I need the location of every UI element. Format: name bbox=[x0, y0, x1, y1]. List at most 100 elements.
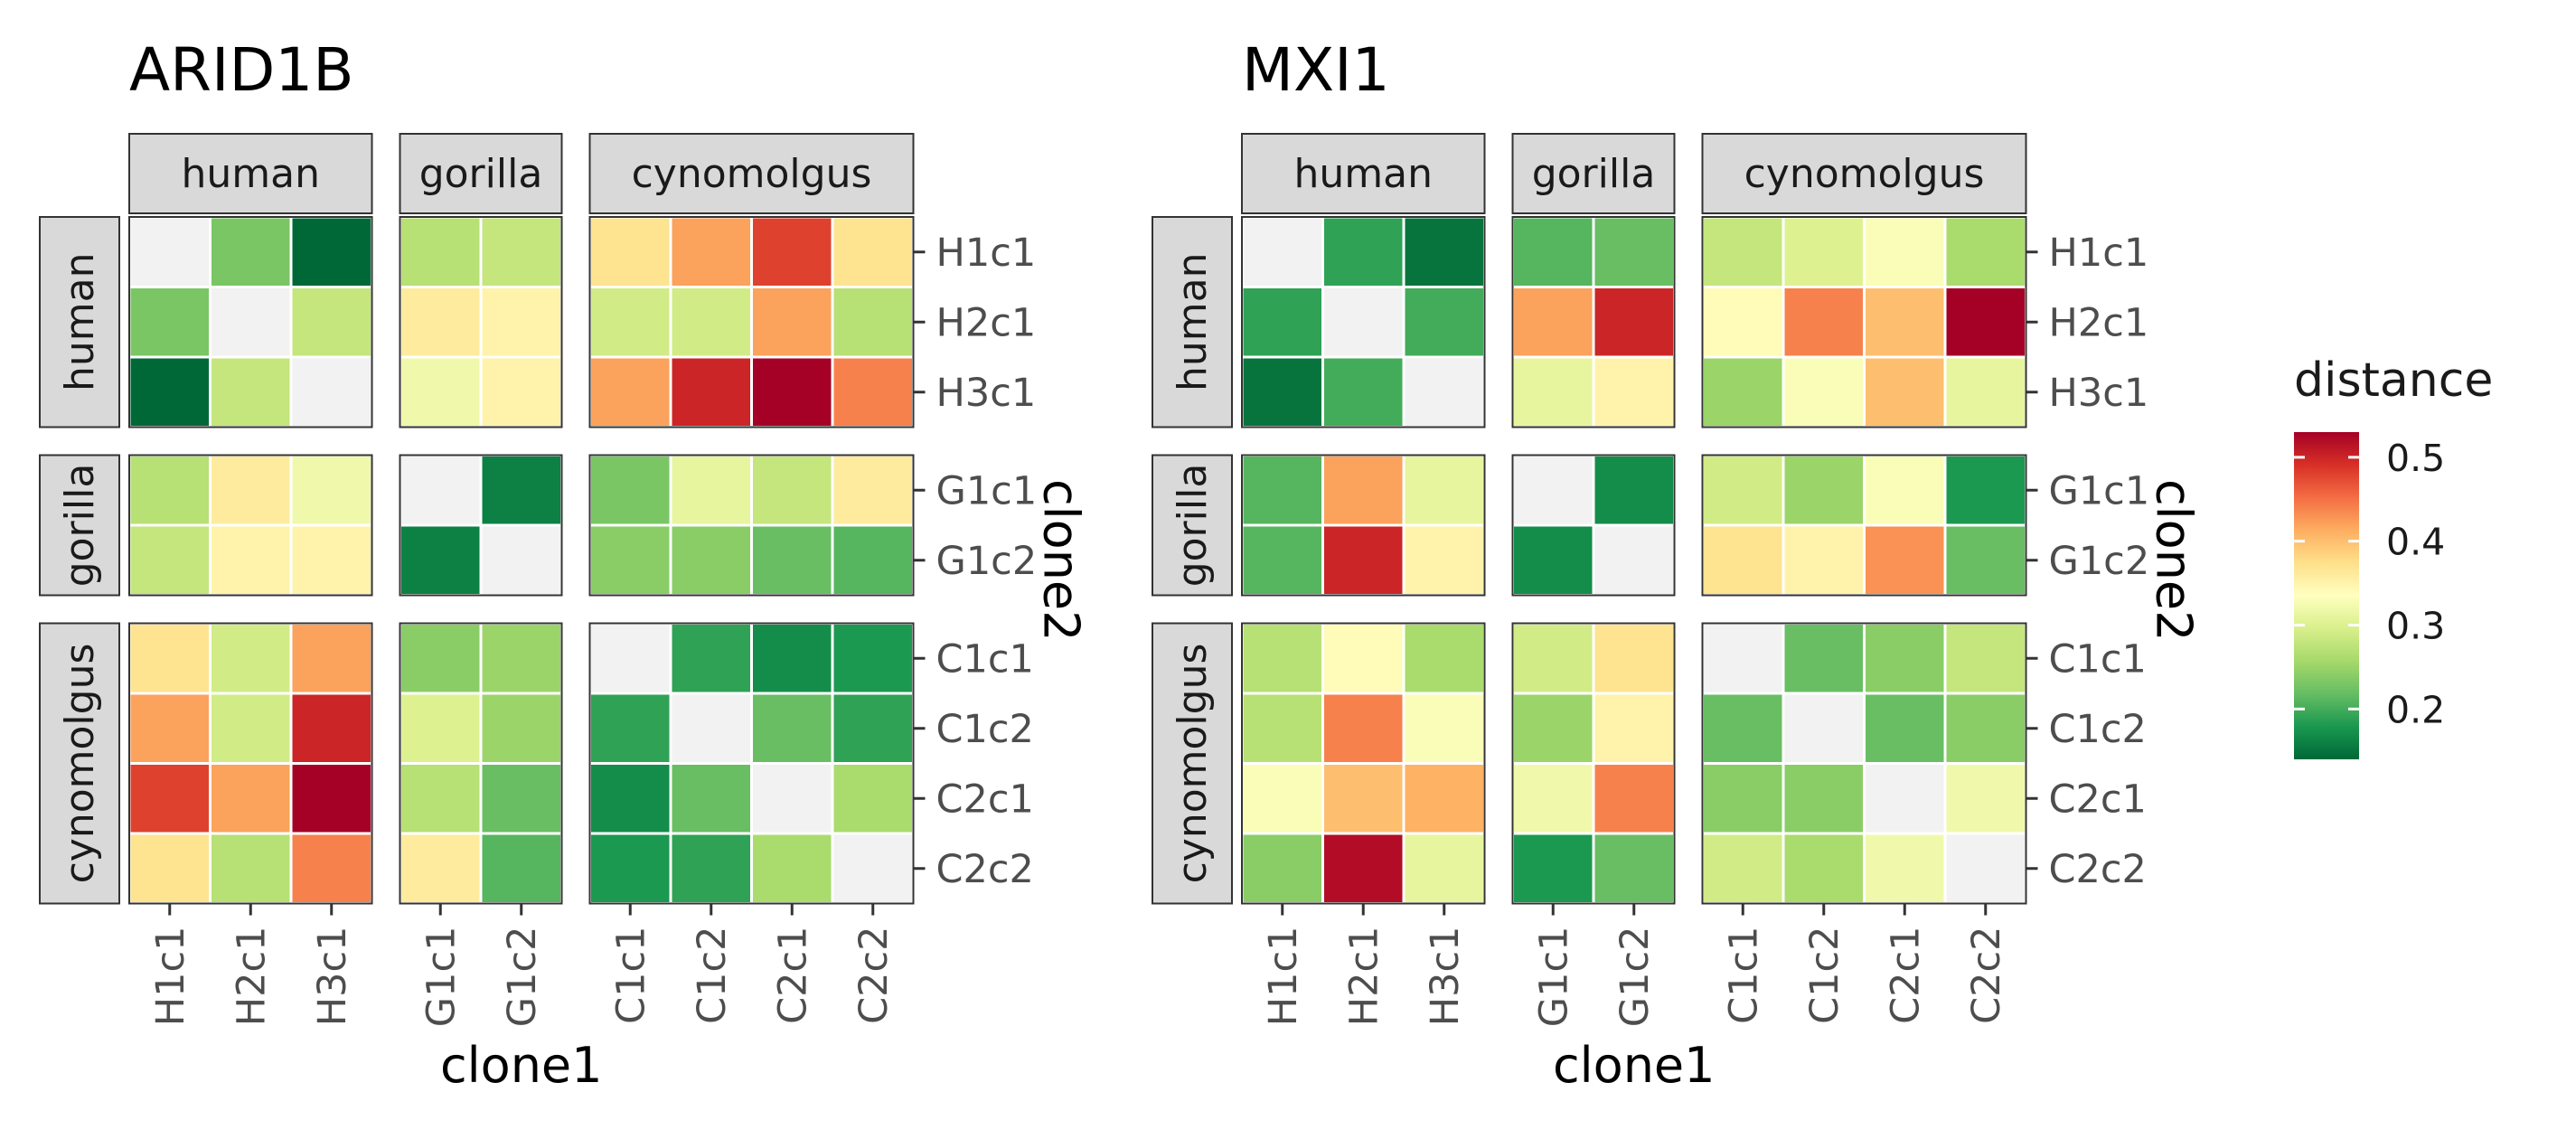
heatmap-cell bbox=[1511, 355, 1595, 428]
panel-border bbox=[1241, 454, 1486, 597]
panel-border bbox=[399, 454, 563, 597]
heatmap-cell bbox=[1701, 215, 1785, 288]
heatmap-cell bbox=[289, 523, 373, 597]
x-tick-label: C1c1 bbox=[608, 927, 653, 1024]
heatmap-cell bbox=[127, 355, 212, 428]
facet-label-row: human bbox=[57, 253, 103, 391]
heatmap-cell-diagonal bbox=[479, 523, 563, 597]
facet-label-column: cynomolgus bbox=[632, 151, 872, 197]
x-tick-label: H1c1 bbox=[148, 927, 193, 1027]
heatmap-cell bbox=[1592, 454, 1676, 527]
y-tick-label: H2c1 bbox=[936, 300, 1037, 345]
y-tick-label: H3c1 bbox=[936, 371, 1037, 416]
heatmap-mxi1: MXI1 human gorilla cynomolgus human gorilla cy… bbox=[1152, 35, 2203, 1094]
facet-strip-column bbox=[1511, 133, 1676, 214]
heatmap-cell bbox=[127, 454, 212, 527]
y-tick-label: C2c1 bbox=[2049, 777, 2147, 822]
heatmap-cell bbox=[1240, 762, 1324, 835]
heatmap-cell bbox=[1863, 622, 1947, 695]
heatmap-cell-diagonal bbox=[1511, 454, 1595, 527]
heatmap-cell bbox=[1782, 286, 1866, 359]
y-tick-label: H1c1 bbox=[2049, 231, 2149, 276]
heatmap-cell bbox=[588, 762, 672, 835]
heatmap-cell bbox=[1240, 355, 1324, 428]
heatmap-cell bbox=[289, 622, 373, 695]
heatmap-cell bbox=[1321, 355, 1406, 428]
facet-strip-column bbox=[399, 133, 563, 214]
heatmap-cell bbox=[1511, 215, 1595, 288]
x-tick-label: G1c1 bbox=[418, 927, 464, 1028]
heatmap-cell bbox=[479, 762, 563, 835]
y-axis-title: clone2 bbox=[2146, 479, 2203, 642]
panel-border bbox=[1701, 622, 2027, 905]
heatmap-cell bbox=[127, 286, 212, 359]
x-tick-label: G1c1 bbox=[1531, 927, 1576, 1028]
heatmap-cell bbox=[399, 762, 483, 835]
heatmap-cell bbox=[1863, 454, 1947, 527]
heatmap-cell bbox=[209, 215, 293, 288]
heatmap-cell bbox=[399, 215, 483, 288]
heatmap-cell bbox=[1863, 286, 1947, 359]
heatmap-cell bbox=[1701, 355, 1785, 428]
panel-border bbox=[128, 454, 373, 597]
y-tick-label: C1c2 bbox=[936, 707, 1034, 752]
x-tick-label: H1c1 bbox=[1261, 927, 1306, 1027]
facet-strip-column bbox=[128, 133, 373, 214]
heatmap-cell bbox=[1321, 832, 1406, 905]
heatmap-cell-diagonal bbox=[1240, 215, 1324, 288]
heatmap-cell-diagonal bbox=[1402, 355, 1486, 428]
heatmap-cell bbox=[669, 832, 753, 905]
heatmap-cell bbox=[289, 286, 373, 359]
heatmap-cell-diagonal bbox=[127, 215, 212, 288]
heatmap-cell bbox=[1863, 692, 1947, 765]
heatmap-cell-diagonal bbox=[831, 832, 915, 905]
heatmap-cell bbox=[750, 622, 834, 695]
heatmap-cell bbox=[1321, 215, 1406, 288]
heatmap-cell bbox=[1511, 523, 1595, 597]
heatmap-cell-diagonal bbox=[750, 762, 834, 835]
y-tick-label: C2c2 bbox=[936, 847, 1034, 892]
heatmap-cell bbox=[588, 286, 672, 359]
y-tick-label: H1c1 bbox=[936, 231, 1037, 276]
heatmap-cell bbox=[479, 286, 563, 359]
heatmap-arid1b: ARID1B human gorilla cynomolgus human gorilla… bbox=[39, 35, 1090, 1094]
heatmap-cell bbox=[1782, 762, 1866, 835]
y-tick-label: C1c2 bbox=[2049, 707, 2147, 752]
heatmap-cell bbox=[750, 454, 834, 527]
facet-strip-row bbox=[39, 454, 120, 597]
x-tick-label: G1c2 bbox=[1612, 927, 1658, 1028]
x-tick-label: C2c2 bbox=[1964, 927, 2009, 1024]
heatmap-cell bbox=[1782, 454, 1866, 527]
chart-title: MXI1 bbox=[1242, 35, 1390, 105]
heatmap-cell bbox=[479, 454, 563, 527]
x-tick-label: C1c2 bbox=[1802, 927, 1847, 1024]
heatmap-cell bbox=[1240, 454, 1324, 527]
heatmap-cell bbox=[1511, 762, 1595, 835]
heatmap-cell-diagonal bbox=[1943, 832, 2027, 905]
heatmap-cell bbox=[289, 832, 373, 905]
heatmap-cell bbox=[831, 286, 915, 359]
heatmap-cell bbox=[1402, 762, 1486, 835]
panel-border bbox=[588, 622, 915, 905]
heatmap-cell bbox=[1943, 355, 2027, 428]
heatmap-cell bbox=[1701, 692, 1785, 765]
heatmap-cell bbox=[1943, 215, 2027, 288]
heatmap-cell bbox=[1402, 454, 1486, 527]
heatmap-cell bbox=[750, 692, 834, 765]
heatmap-cell bbox=[1240, 286, 1324, 359]
legend-tick-label: 0.4 bbox=[2386, 521, 2445, 564]
heatmap-cell bbox=[588, 454, 672, 527]
heatmap-cell bbox=[127, 832, 212, 905]
x-tick-label: H2c1 bbox=[1341, 927, 1387, 1027]
heatmap-cell bbox=[750, 355, 834, 428]
heatmap-cell bbox=[1943, 523, 2027, 597]
heatmap-cell bbox=[399, 286, 483, 359]
heatmap-cell bbox=[127, 692, 212, 765]
heatmap-cell bbox=[1943, 692, 2027, 765]
heatmap-cell bbox=[1782, 832, 1866, 905]
heatmap-cell bbox=[588, 692, 672, 765]
panel-border bbox=[399, 216, 563, 428]
heatmap-cell bbox=[1782, 215, 1866, 288]
heatmap-cell bbox=[831, 692, 915, 765]
